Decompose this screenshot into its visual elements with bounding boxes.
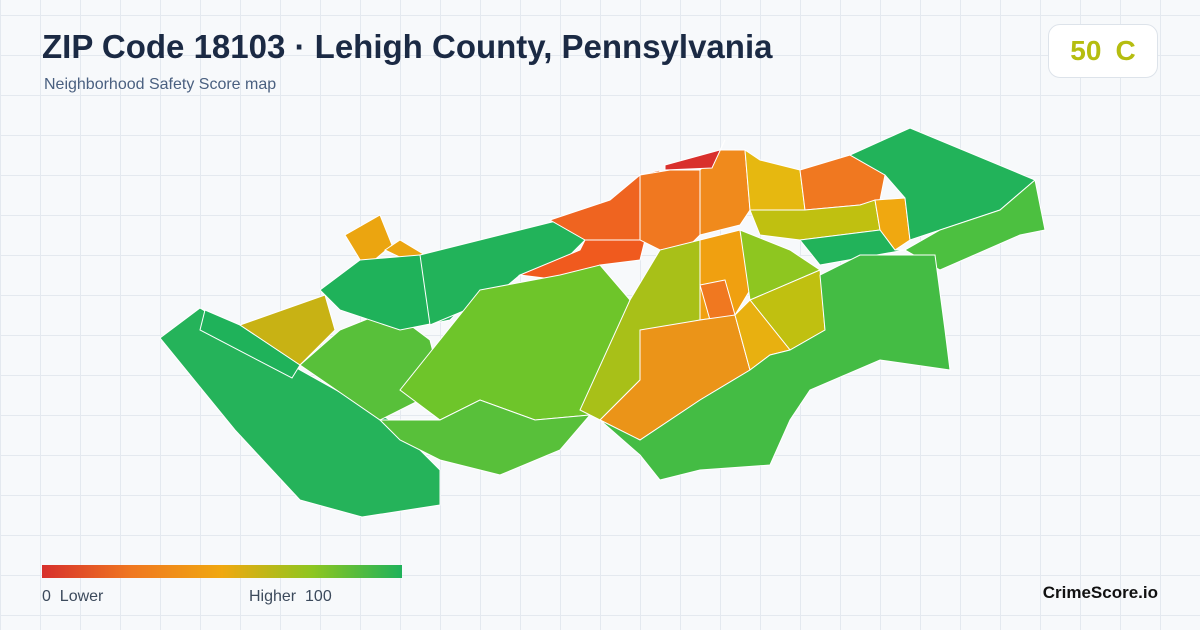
area [664, 139, 726, 171]
score-badge: 50 C [1048, 24, 1158, 78]
brand: CrimeScore.io [1042, 583, 1158, 602]
title: ZIP Code 18103 · Lehigh County, Pennsylv… [42, 28, 773, 65]
legend-min-value: 0 [42, 588, 51, 605]
score-value: 50 [1070, 35, 1102, 66]
legend-gradient [42, 565, 402, 578]
area [238, 294, 336, 366]
legend-max-value: 100 [305, 588, 332, 605]
legend-max: Higher 100 [249, 588, 332, 606]
area [874, 197, 911, 251]
subtitle: Neighborhood Safety Score map [44, 76, 277, 93]
area [378, 399, 592, 476]
area [599, 254, 951, 481]
score-grade: C [1115, 35, 1136, 66]
area [799, 229, 906, 266]
area [199, 309, 301, 379]
area [639, 169, 701, 251]
legend-min: 0 Lower [42, 588, 103, 606]
area [744, 149, 806, 211]
legend-min-label: Lower [59, 588, 104, 605]
legend-max-label: Higher [249, 588, 297, 605]
